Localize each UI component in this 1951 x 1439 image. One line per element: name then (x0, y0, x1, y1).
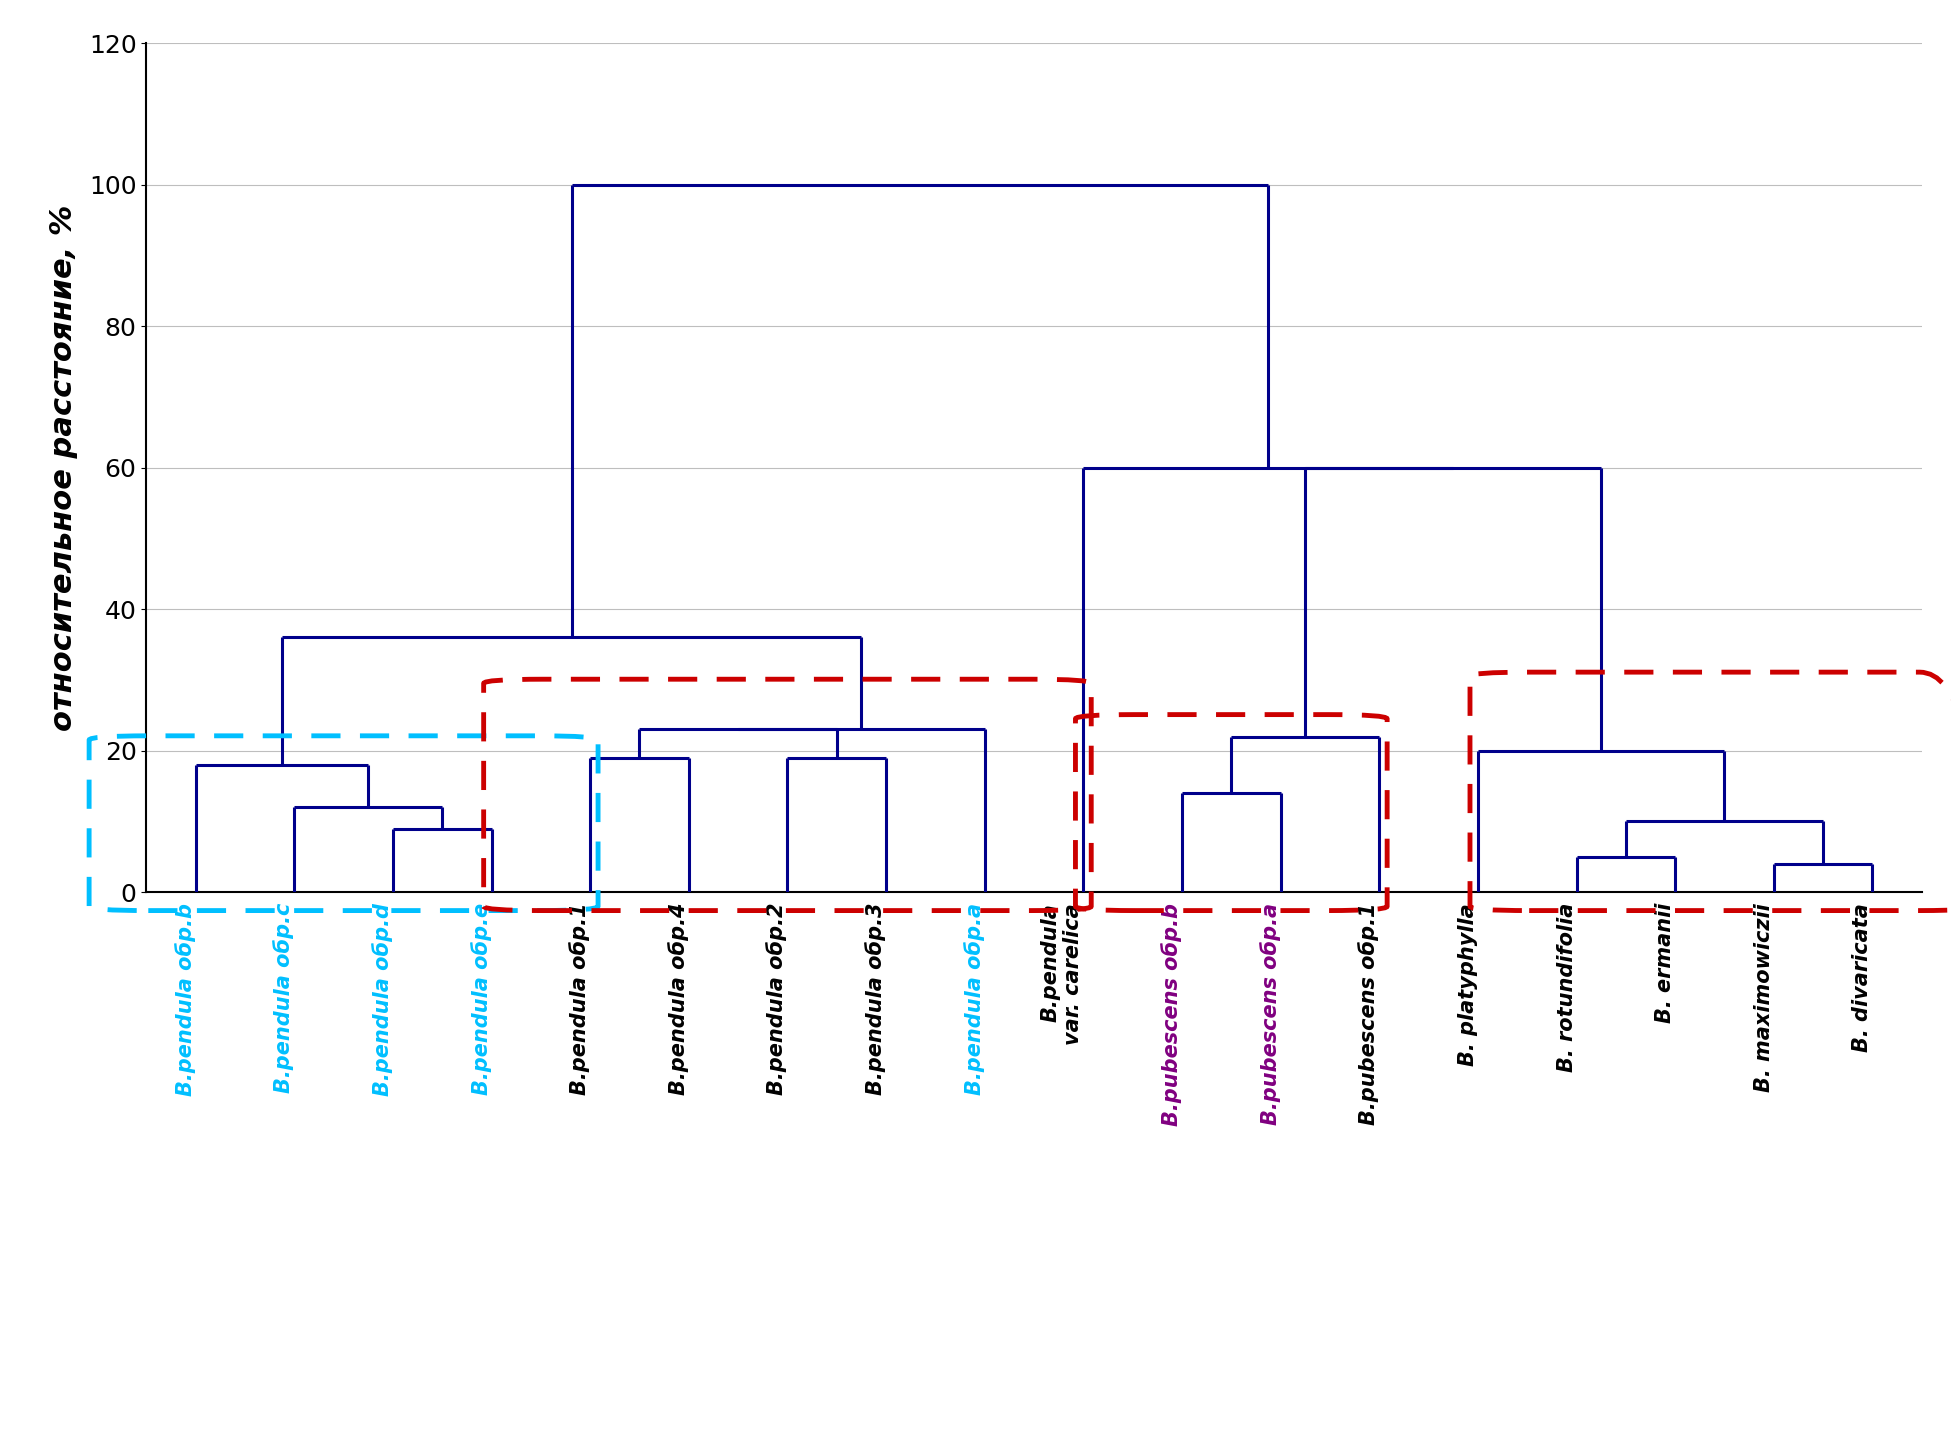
Y-axis label: относительное расстояние, %: относительное расстояние, % (49, 204, 78, 731)
Text: B. ermanii: B. ermanii (1654, 902, 1676, 1023)
Text: B.pendula обр.c: B.pendula обр.c (273, 902, 295, 1094)
Text: B.pendula обр.d: B.pendula обр.d (373, 902, 392, 1095)
Text: B.pubescens обр.b: B.pubescens обр.b (1161, 902, 1182, 1125)
Text: B.pendula обр.e: B.pendula обр.e (470, 902, 492, 1095)
Text: B.pendula
var. carelica: B.pendula var. carelica (1040, 902, 1083, 1045)
Text: B. divaricata: B. divaricata (1851, 902, 1873, 1052)
Text: B.pendula обр.b: B.pendula обр.b (176, 902, 195, 1095)
Text: B.pubescens обр.1: B.pubescens обр.1 (1358, 902, 1379, 1125)
Text: B.pendula обр.3: B.pendula обр.3 (864, 902, 886, 1095)
Text: B.pendula обр.4: B.pendula обр.4 (667, 902, 689, 1095)
Text: B. maximowiczii: B. maximowiczii (1754, 902, 1773, 1092)
Text: B.pendula обр.1: B.pendula обр.1 (570, 902, 589, 1095)
Text: B.pendula обр.a: B.pendula обр.a (964, 902, 985, 1095)
Text: B.pubescens обр.a: B.pubescens обр.a (1260, 902, 1280, 1125)
Text: B.pendula обр.2: B.pendula обр.2 (767, 902, 788, 1095)
Text: B. platyphylla: B. platyphylla (1457, 902, 1479, 1065)
Text: B. rotundifolia: B. rotundifolia (1557, 902, 1576, 1072)
